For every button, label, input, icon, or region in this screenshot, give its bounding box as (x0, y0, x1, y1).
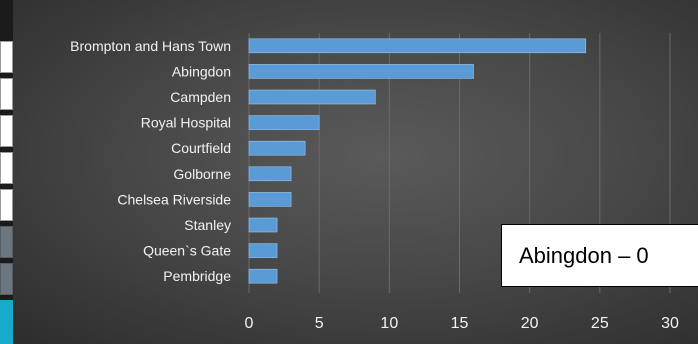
slicer-button[interactable] (0, 263, 13, 295)
bar[interactable] (248, 166, 292, 182)
bar[interactable] (248, 217, 278, 233)
slicer-panel (0, 0, 13, 344)
x-axis-ticks: 0 5 10 15 20 25 30 (245, 315, 679, 332)
x-tick-label: 30 (661, 315, 679, 332)
bar[interactable] (248, 268, 278, 284)
x-tick-label: 15 (451, 315, 469, 332)
x-tick-label: 0 (245, 315, 254, 332)
category-label: Royal Hospital (141, 115, 231, 131)
category-label: Courtfield (171, 140, 231, 156)
bar[interactable] (248, 38, 587, 54)
bars (248, 38, 587, 284)
slicer-button[interactable] (0, 41, 13, 73)
x-tick-label: 10 (380, 315, 398, 332)
category-label: Abingdon (172, 63, 231, 79)
slicer-button[interactable] (0, 189, 13, 221)
x-tick-label: 5 (315, 315, 324, 332)
bar[interactable] (248, 89, 376, 105)
bar[interactable] (248, 140, 306, 156)
bar[interactable] (248, 115, 320, 130)
category-label: Campden (170, 89, 231, 105)
category-label: Queen`s Gate (143, 243, 231, 259)
bar[interactable] (248, 243, 278, 258)
bar[interactable] (248, 64, 474, 79)
x-tick-label: 20 (521, 315, 539, 332)
x-tick-label: 25 (591, 315, 609, 332)
category-labels: Brompton and Hans Town Abingdon Campden Roy… (70, 38, 231, 284)
bar[interactable] (248, 192, 292, 207)
category-label: Golborne (173, 166, 231, 182)
slicer-button[interactable] (0, 226, 13, 258)
category-label: Brompton and Hans Town (70, 38, 231, 54)
tooltip-text: Abingdon – 0 (519, 242, 649, 268)
tooltip: Abingdon – 0 (501, 224, 698, 287)
category-label: Pembridge (163, 268, 231, 284)
slicer-button[interactable] (0, 152, 13, 184)
category-label: Stanley (184, 217, 231, 233)
slicer-button[interactable] (0, 78, 13, 110)
category-label: Chelsea Riverside (117, 191, 231, 207)
slicer-button[interactable] (0, 115, 13, 147)
